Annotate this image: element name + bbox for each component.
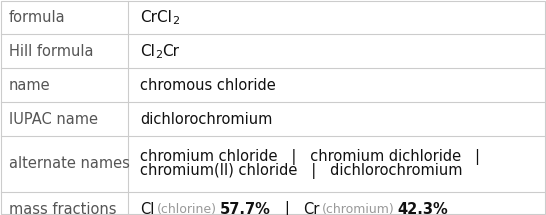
Text: chromium(II) chloride   |   dichlorochromium: chromium(II) chloride | dichlorochromium: [140, 163, 463, 179]
Text: alternate names: alternate names: [9, 157, 130, 172]
Text: (chromium): (chromium): [322, 203, 394, 215]
Text: Cl: Cl: [140, 201, 155, 215]
Text: 2: 2: [155, 49, 162, 60]
Text: CrCl: CrCl: [140, 9, 172, 25]
Text: chromium chloride   |   chromium dichloride   |: chromium chloride | chromium dichloride …: [140, 149, 480, 165]
Text: chromous chloride: chromous chloride: [140, 77, 276, 92]
Text: Cr: Cr: [162, 43, 179, 58]
Text: dichlorochromium: dichlorochromium: [140, 112, 272, 126]
Text: |: |: [271, 201, 304, 215]
Text: 57.7%: 57.7%: [219, 201, 271, 215]
Text: formula: formula: [9, 9, 66, 25]
Text: 2: 2: [172, 15, 179, 26]
Text: Cr: Cr: [304, 201, 320, 215]
Text: name: name: [9, 77, 51, 92]
Text: Cl: Cl: [140, 43, 155, 58]
Text: IUPAC name: IUPAC name: [9, 112, 98, 126]
Text: (chlorine): (chlorine): [157, 203, 217, 215]
Text: 42.3%: 42.3%: [397, 201, 448, 215]
Text: Hill formula: Hill formula: [9, 43, 93, 58]
Text: mass fractions: mass fractions: [9, 201, 116, 215]
